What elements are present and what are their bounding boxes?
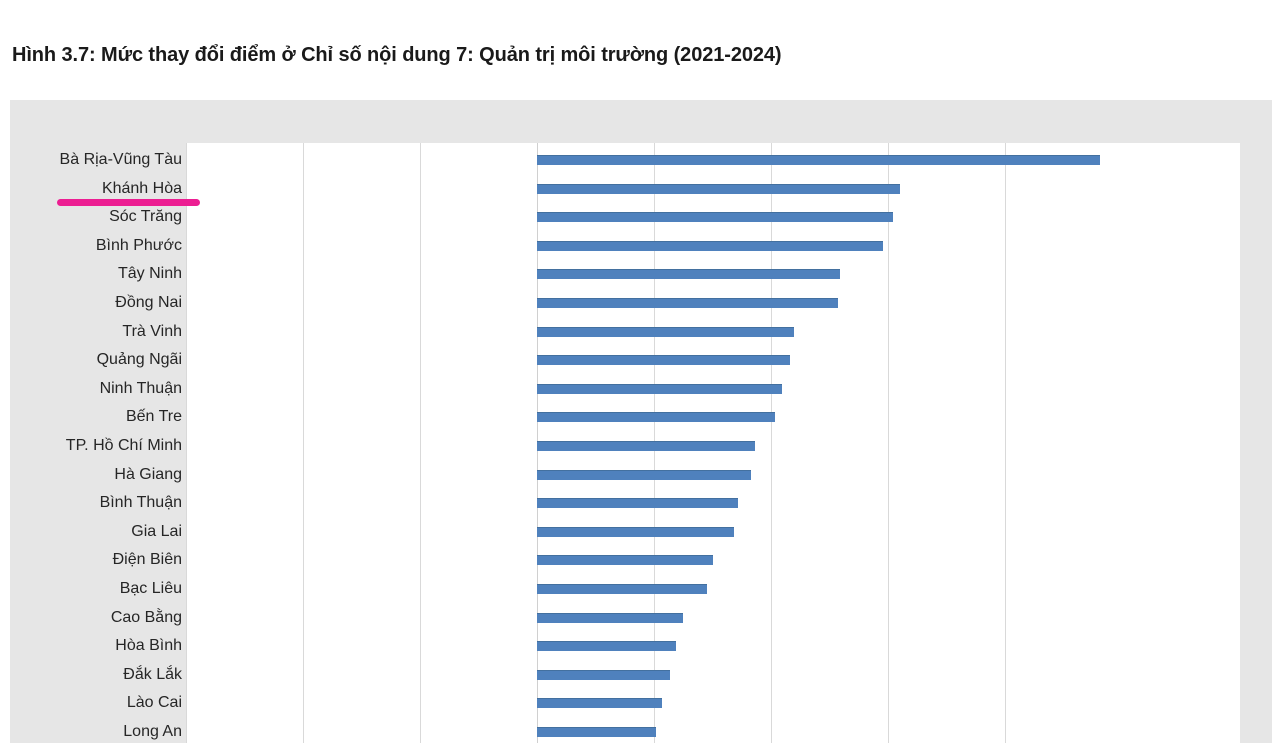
category-label: TP. Hồ Chí Minh	[65, 437, 182, 454]
bar[interactable]	[537, 584, 707, 594]
gridline-3	[888, 143, 889, 743]
chart-panel: Bà Rịa-Vũng Tàu Khánh Hòa Sóc Trăng Bình Ph…	[10, 100, 1272, 743]
bar-row	[186, 289, 1240, 318]
bar[interactable]	[537, 240, 884, 251]
plot-area	[186, 143, 1240, 743]
bar[interactable]	[537, 441, 755, 451]
bar-row	[186, 375, 1240, 404]
bar-row	[186, 661, 1240, 690]
gridline--2	[303, 143, 304, 743]
bar[interactable]	[537, 555, 713, 566]
category-label: Bến Tre	[125, 408, 182, 426]
bar-row	[186, 260, 1240, 289]
category-label: Cao Bằng	[110, 608, 182, 626]
category-label: Tây Ninh	[117, 265, 182, 283]
gridline--3	[186, 143, 187, 743]
bar[interactable]	[537, 727, 657, 737]
category-label: Hà Giang	[114, 465, 182, 483]
bar[interactable]	[537, 641, 677, 652]
category-label: Lào Cai	[126, 694, 182, 712]
bar-row	[186, 604, 1240, 633]
bar-row	[186, 318, 1240, 347]
bar-row	[186, 203, 1240, 232]
bar[interactable]	[537, 355, 790, 366]
bar-row	[186, 489, 1240, 518]
category-label: Quảng Ngãi	[96, 351, 182, 369]
bar[interactable]	[537, 383, 782, 394]
bar-row	[186, 146, 1240, 175]
figure-title: Hình 3.7: Mức thay đổi điểm ở Chỉ số nội…	[12, 44, 782, 66]
bar-row	[186, 432, 1240, 461]
bar-row	[186, 546, 1240, 575]
bar-row	[186, 346, 1240, 375]
bar[interactable]	[537, 612, 684, 623]
category-label: Sóc Trăng	[109, 208, 182, 226]
bar[interactable]	[537, 269, 841, 280]
gridline-2	[771, 143, 772, 743]
bar[interactable]	[537, 669, 671, 680]
category-label: Gia Lai	[131, 522, 182, 540]
category-label: Bạc Liêu	[119, 580, 182, 597]
category-label: Hòa Bình	[115, 637, 182, 655]
bar[interactable]	[537, 183, 900, 194]
category-label: Bình Phước	[95, 236, 182, 254]
bar-row	[186, 175, 1240, 204]
bar[interactable]	[537, 498, 739, 509]
bar-row	[186, 718, 1240, 743]
category-label: Đồng Nai	[115, 294, 182, 311]
category-label: Điện Biên	[112, 551, 182, 569]
bar[interactable]	[537, 526, 734, 537]
pink-highlight-underline-annotation	[57, 199, 200, 206]
category-label: Long An	[123, 723, 182, 740]
gridline--1	[420, 143, 421, 743]
bar-row	[186, 461, 1240, 490]
bar[interactable]	[537, 412, 775, 423]
bar-row	[186, 232, 1240, 261]
category-label: Trà Vinh	[122, 322, 182, 340]
bar[interactable]	[537, 298, 838, 308]
category-label: Khánh Hòa	[101, 179, 182, 197]
category-label: Bình Thuận	[99, 494, 182, 512]
bar-row	[186, 575, 1240, 604]
category-label: Ninh Thuận	[99, 379, 182, 397]
bar[interactable]	[537, 212, 893, 223]
bar-row	[186, 518, 1240, 547]
bar-row	[186, 689, 1240, 718]
category-label: Đắk Lắk	[123, 665, 182, 683]
gridline-4	[1005, 143, 1006, 743]
bar-row	[186, 632, 1240, 661]
category-axis-labels: Bà Rịa-Vũng Tàu Khánh Hòa Sóc Trăng Bình Ph…	[10, 143, 182, 743]
bar[interactable]	[537, 155, 1100, 165]
bar[interactable]	[537, 326, 795, 337]
category-label: Bà Rịa-Vũng Tàu	[59, 151, 182, 168]
bar-series	[186, 143, 1240, 743]
bar-row	[186, 403, 1240, 432]
bar[interactable]	[537, 469, 752, 480]
bar[interactable]	[537, 698, 663, 709]
